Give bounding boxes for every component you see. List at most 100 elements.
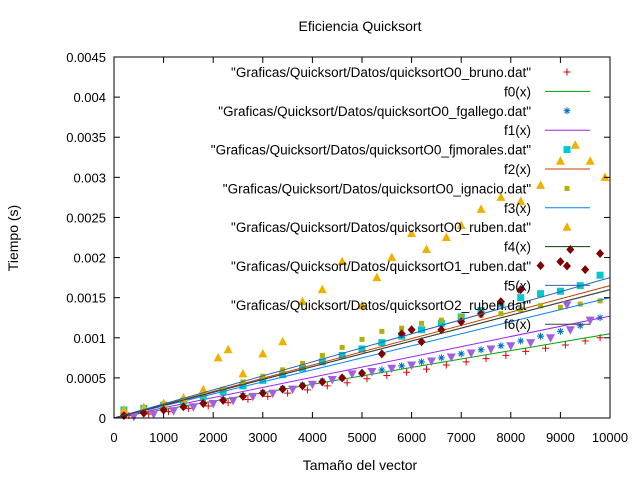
data-point — [456, 220, 466, 229]
data-point — [387, 364, 397, 374]
data-point — [577, 301, 583, 307]
data-point — [199, 399, 208, 409]
data-point — [129, 412, 139, 422]
data-point — [570, 140, 580, 149]
data-point — [367, 367, 377, 377]
series-7 — [113, 297, 611, 419]
data-point — [238, 368, 248, 378]
data-point — [497, 342, 505, 350]
data-point — [437, 325, 446, 335]
data-point — [542, 344, 550, 352]
data-point — [264, 392, 272, 400]
data-point — [538, 303, 544, 309]
data-point — [149, 410, 159, 419]
legend-label: f5(x) — [504, 278, 531, 293]
data-point — [248, 392, 258, 402]
data-point — [600, 172, 610, 181]
data-point — [516, 196, 526, 205]
data-point — [317, 284, 327, 294]
series-5 — [113, 285, 611, 419]
x-tick-label: 10000 — [592, 430, 628, 445]
data-point — [442, 361, 450, 369]
legend-label: "Graficas/Quicksort/Datos/quicksortO0_ig… — [223, 181, 531, 196]
data-point — [358, 368, 366, 378]
y-tick-label: 0.004 — [73, 90, 106, 105]
legend-label: "Graficas/Quicksort/Datos/quicksortO0_ru… — [231, 220, 531, 235]
data-point — [441, 232, 451, 241]
x-tick-label: 1000 — [149, 430, 178, 445]
data-point — [581, 337, 589, 345]
data-point — [198, 384, 208, 394]
plot-area — [113, 140, 611, 422]
data-point — [258, 388, 267, 398]
data-point — [363, 375, 371, 383]
legend-label: f1(x) — [504, 123, 531, 138]
data-point — [184, 404, 192, 412]
data-point — [288, 385, 298, 395]
legend-swatch — [563, 261, 571, 271]
data-point — [318, 377, 327, 387]
data-point — [377, 349, 386, 359]
legend-swatch — [564, 185, 570, 191]
data-point — [278, 336, 288, 346]
y-tick-label: 0.002 — [73, 251, 106, 266]
data-point — [379, 328, 385, 334]
data-point — [556, 327, 564, 335]
data-point — [298, 381, 307, 391]
data-point — [238, 391, 247, 401]
x-tick-label: 2000 — [199, 430, 228, 445]
legend: "Graficas/Quicksort/Datos/quicksortO0_br… — [211, 65, 590, 332]
data-point — [220, 386, 226, 392]
data-point — [498, 311, 504, 317]
data-point — [506, 342, 516, 351]
legend-swatch — [563, 146, 571, 154]
data-point — [387, 252, 397, 262]
legend-swatch — [563, 68, 571, 76]
data-point — [526, 339, 536, 348]
data-point — [403, 368, 411, 376]
series-13 — [113, 289, 611, 419]
x-tick-label: 6000 — [397, 430, 426, 445]
y-axis: 0 0.0005 0.001 0.0015 0.002 0.0025 0.003 0.0035… — [66, 50, 610, 426]
y-tick-label: 0.0015 — [66, 291, 106, 306]
legend-label: "Graficas/Quicksort/Datos/quicksortO0_br… — [231, 65, 531, 80]
data-point — [337, 256, 347, 266]
data-point — [338, 373, 347, 383]
legend-label: f6(x) — [504, 317, 531, 332]
series-10 — [119, 245, 605, 421]
data-point — [517, 294, 525, 302]
data-point — [418, 358, 426, 366]
data-point — [517, 337, 525, 345]
x-tick-label: 3000 — [248, 430, 277, 445]
data-point — [476, 204, 486, 213]
data-point — [486, 345, 496, 355]
legend-label: "Graficas/Quicksort/Datos/quicksortO1_ru… — [231, 259, 531, 274]
data-point — [200, 393, 206, 399]
data-point — [417, 337, 426, 347]
data-point — [437, 319, 445, 327]
data-point — [169, 407, 179, 416]
data-point — [596, 271, 604, 279]
legend-swatch — [563, 107, 571, 115]
data-point — [522, 347, 530, 355]
legend-label: "Graficas/Quicksort/Datos/quicksortO2_ru… — [231, 298, 531, 313]
data-point — [327, 375, 337, 385]
data-point — [398, 362, 406, 370]
data-point — [372, 272, 382, 282]
data-point — [119, 404, 129, 414]
data-point — [537, 332, 545, 340]
x-tick-label: 5000 — [348, 430, 377, 445]
y-axis-title: Tiempo (s) — [5, 205, 21, 271]
data-point — [323, 382, 331, 390]
data-point — [258, 348, 268, 358]
data-point — [319, 352, 325, 358]
data-point — [299, 360, 305, 366]
data-point — [357, 300, 367, 310]
data-point — [536, 180, 546, 189]
legend-swatch — [562, 222, 572, 231]
data-point — [244, 396, 252, 404]
data-point — [303, 386, 311, 394]
data-point — [228, 396, 238, 406]
data-point — [297, 296, 307, 306]
